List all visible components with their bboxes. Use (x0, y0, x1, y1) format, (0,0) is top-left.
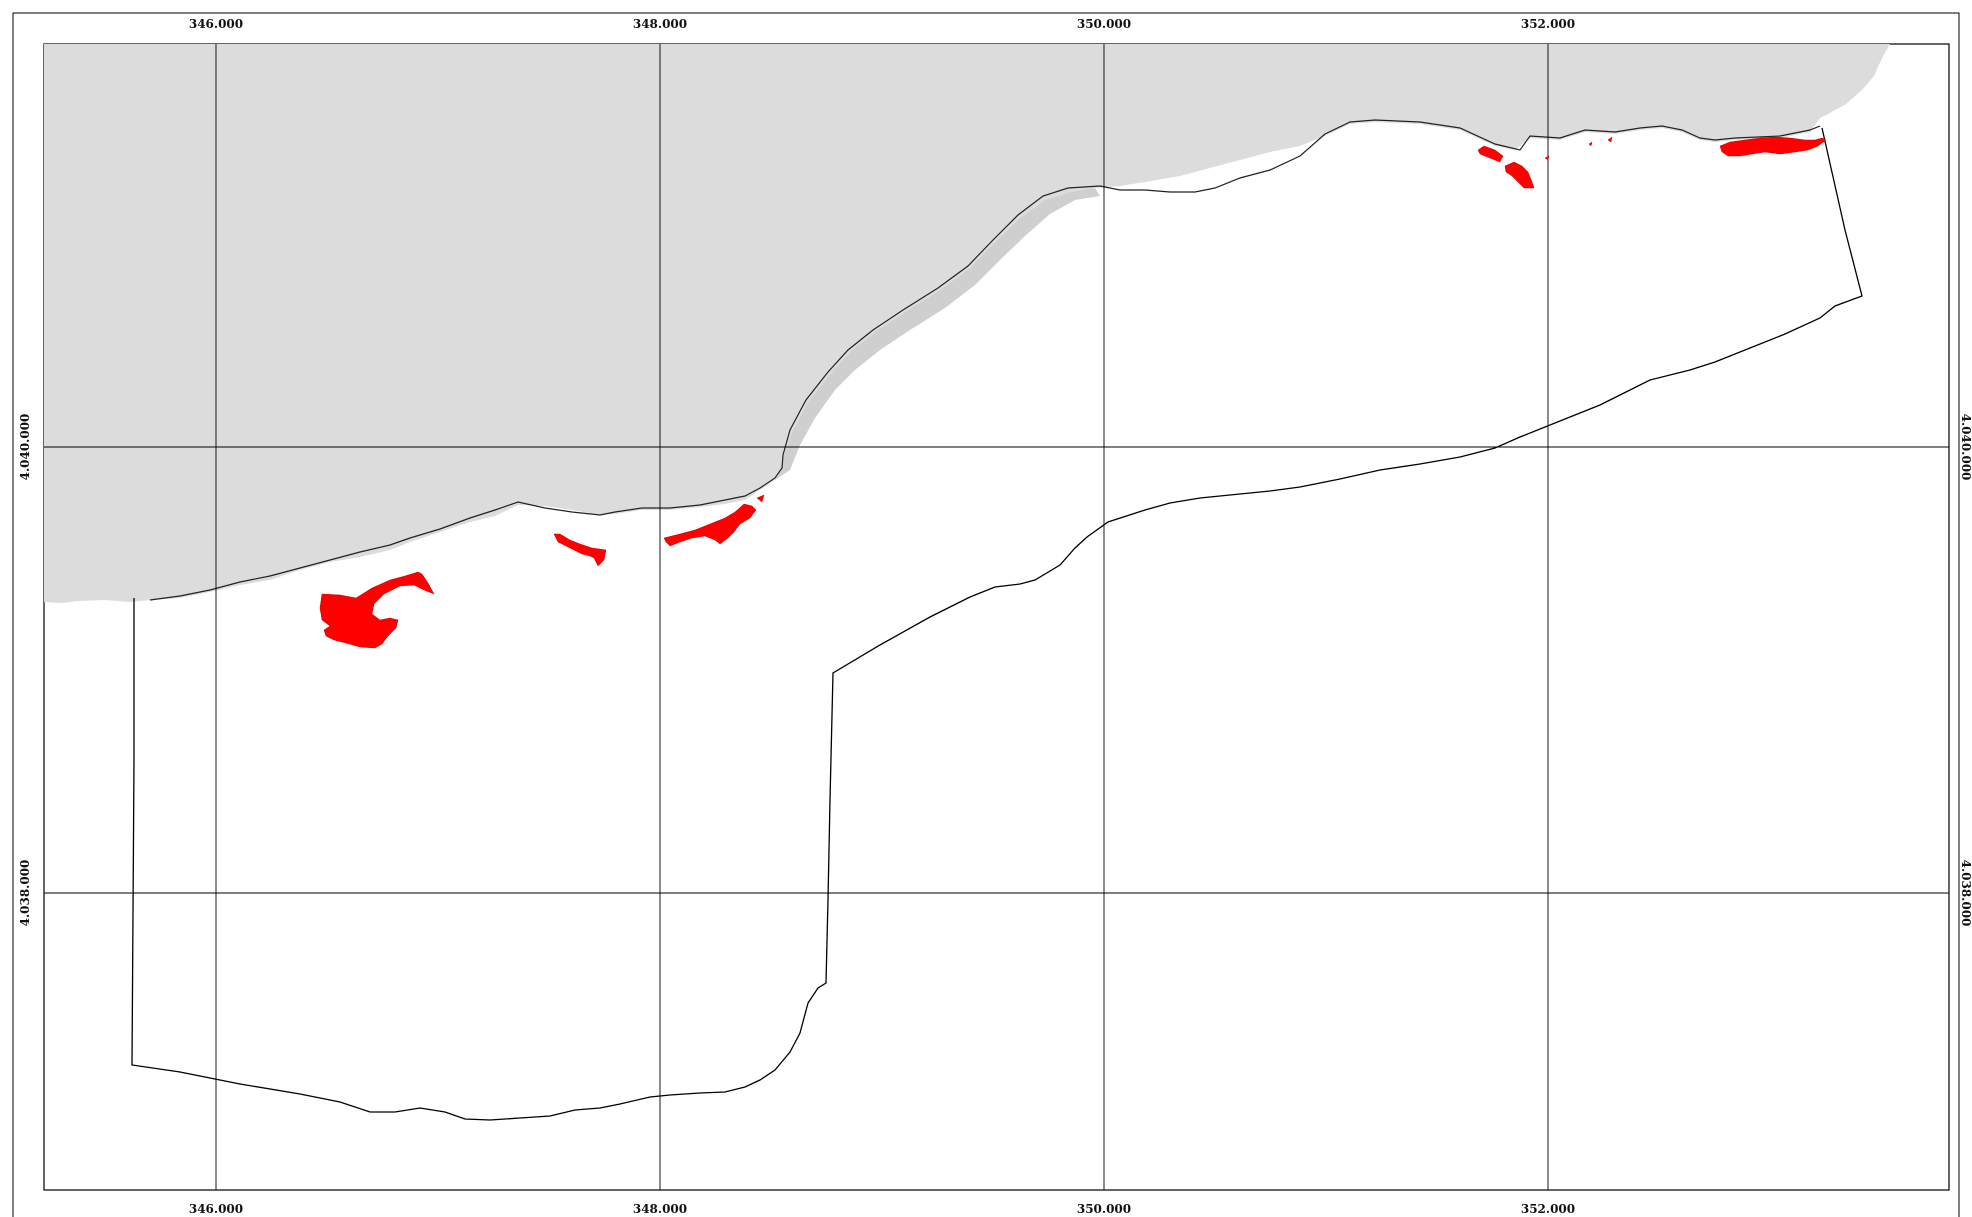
highlight-zone-2 (553, 533, 607, 567)
coastline (149, 119, 1821, 601)
top-tick-label-3: 350.000 (1077, 17, 1131, 31)
top-tick-label-1: 346.000 (189, 17, 243, 31)
highlight-zone-7 (1544, 155, 1550, 161)
right-axis-labels: 4.040.000 4.038.000 (1959, 414, 1972, 927)
bottom-tick-label-1: 346.000 (189, 1202, 243, 1216)
bottom-axis-labels: 346.000 348.000 350.000 352.000 (189, 1202, 1575, 1216)
highlight-zone-5 (1477, 145, 1504, 163)
study-area-boundary (131, 127, 1863, 1121)
page-border (12, 12, 1960, 1217)
highlighted-zones (319, 136, 1827, 649)
highlight-zone-8 (1588, 141, 1593, 147)
top-axis-labels: 346.000 348.000 350.000 352.000 (189, 17, 1575, 31)
left-tick-label-1: 4.040.000 (18, 414, 32, 481)
highlight-zone-10 (1719, 136, 1827, 157)
left-axis-labels: 4.040.000 4.038.000 (18, 414, 32, 927)
bottom-tick-label-2: 348.000 (633, 1202, 687, 1216)
land-area (44, 44, 1890, 603)
highlight-zone-9 (1607, 136, 1613, 143)
highlight-zone-3 (663, 503, 757, 547)
bottom-tick-label-4: 352.000 (1521, 1202, 1575, 1216)
bottom-tick-label-3: 350.000 (1077, 1202, 1131, 1216)
left-tick-label-2: 4.038.000 (18, 860, 32, 927)
right-tick-label-1: 4.040.000 (1959, 414, 1972, 481)
top-tick-label-4: 352.000 (1521, 17, 1575, 31)
right-tick-label-2: 4.038.000 (1959, 860, 1972, 927)
highlight-zone-4 (756, 494, 765, 503)
graticule (44, 44, 1949, 1190)
top-tick-label-2: 348.000 (633, 17, 687, 31)
highlight-zone-6 (1504, 161, 1535, 189)
highlight-zone-1 (319, 571, 435, 649)
